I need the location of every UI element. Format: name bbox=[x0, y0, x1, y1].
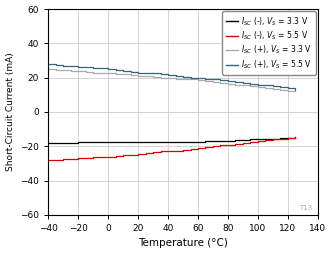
Y-axis label: Short-Circuit Current (mA): Short-Circuit Current (mA) bbox=[6, 53, 15, 171]
X-axis label: Temperature (°C): Temperature (°C) bbox=[138, 239, 228, 248]
Legend: $I_{SC}$ (-), $V_S$ = 3.3 V, $I_{SC}$ (-), $V_S$ = 5.5 V, $I_{SC}$ (+), $V_S$ = : $I_{SC}$ (-), $V_S$ = 3.3 V, $I_{SC}$ (-… bbox=[222, 11, 316, 75]
Text: T13: T13 bbox=[299, 205, 312, 211]
